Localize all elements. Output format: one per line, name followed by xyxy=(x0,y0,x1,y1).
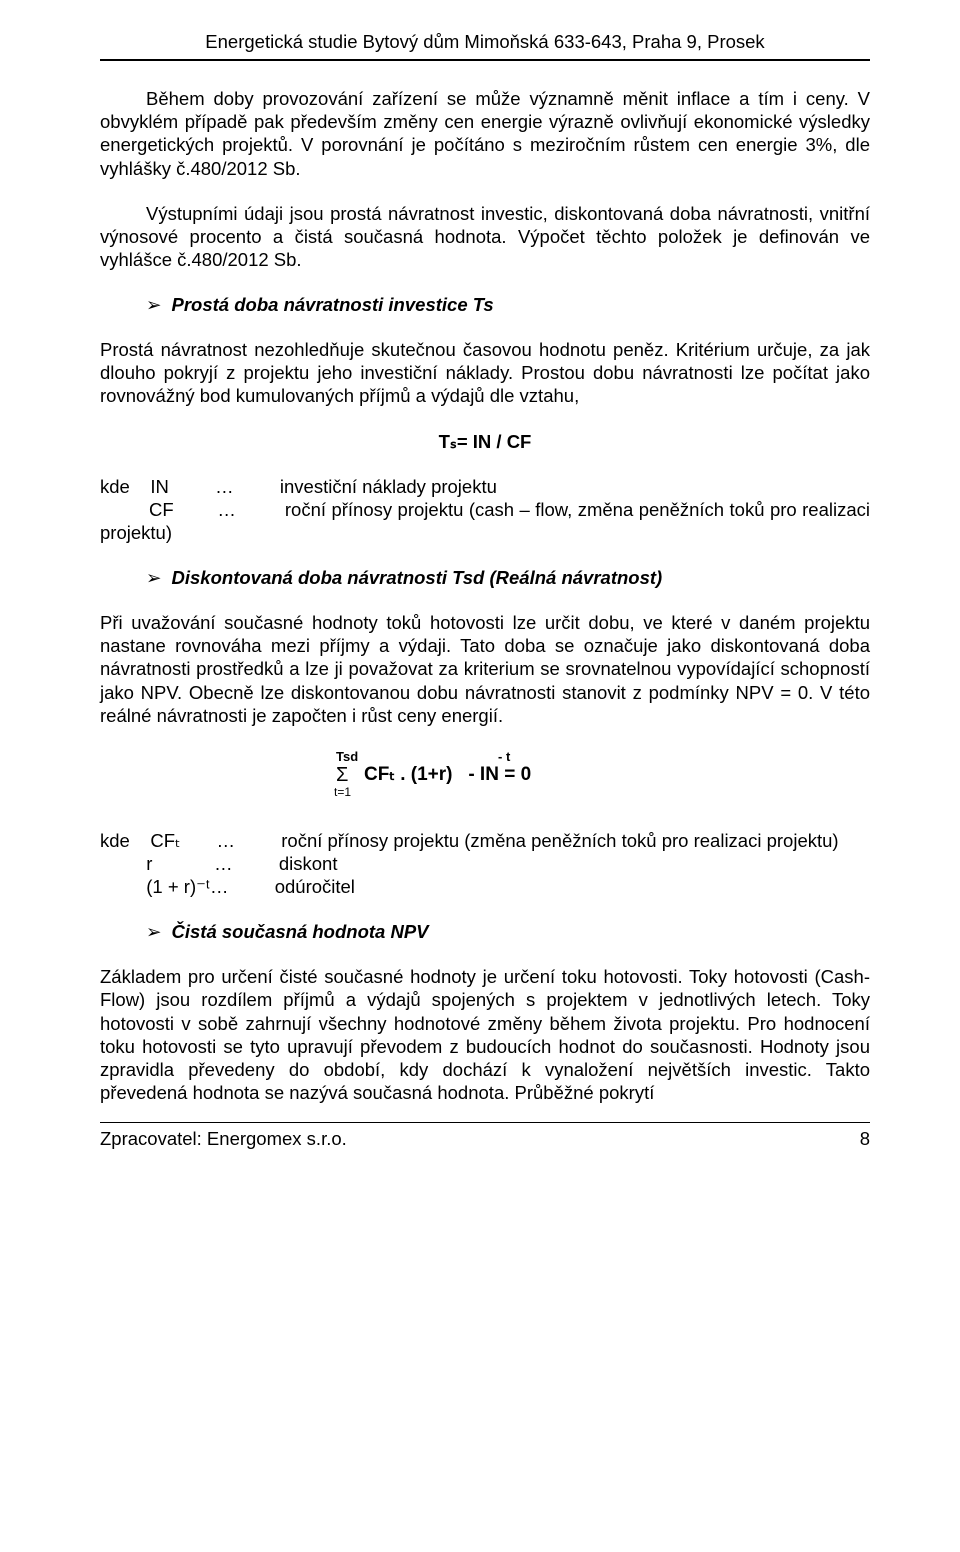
bullet-icon: ➢ xyxy=(146,566,162,589)
section-1-para: Prostá návratnost nezohledňuje skutečnou… xyxy=(100,338,870,407)
footer-page-number: 8 xyxy=(860,1127,870,1150)
where-in: kde IN … investiční náklady projektu xyxy=(100,475,870,498)
footer-author: Zpracovatel: Energomex s.r.o. xyxy=(100,1127,347,1150)
section-2-para: Při uvažování současné hodnoty toků hoto… xyxy=(100,611,870,727)
bullet-icon: ➢ xyxy=(146,293,162,316)
section-1-title: Prostá doba návratnosti investice Ts xyxy=(172,293,494,316)
section-1-where: kde IN … investiční náklady projektu CF … xyxy=(100,475,870,544)
bullet-icon: ➢ xyxy=(146,920,162,943)
section-2-title: Diskontovaná doba návratnosti Tsd (Reáln… xyxy=(172,566,663,589)
section-1-heading: ➢ Prostá doba návratnosti investice Ts xyxy=(100,293,870,316)
where-diskont: r … diskont xyxy=(100,852,870,875)
footer-rule xyxy=(100,1122,870,1123)
section-3-para: Základem pro určení čisté současné hodno… xyxy=(100,965,870,1104)
where-cf: CF … roční přínosy projektu (cash – flow… xyxy=(100,498,870,544)
section-1-formula: Tₛ= IN / CF xyxy=(100,430,870,453)
page-header: Energetická studie Bytový dům Mimoňská 6… xyxy=(100,30,870,53)
formula-body: CFₜ . (1+r) - IN = 0 xyxy=(364,763,531,787)
intro-para-1: Během doby provozování zařízení se může … xyxy=(100,87,870,180)
formula-bottom: t=1 xyxy=(334,785,351,800)
where-cft: kde CFₜ … roční přínosy projektu (změna … xyxy=(100,829,870,852)
section-3-heading: ➢ Čistá současná hodnota NPV xyxy=(100,920,870,943)
section-2-formula: Tsd Σ t=1 - t CFₜ . (1+r) - IN = 0 xyxy=(320,749,650,807)
intro-para-2: Výstupními údaji jsou prostá návratnost … xyxy=(100,202,870,271)
where-odurocitel: (1 + r)⁻ᵗ… odúročitel xyxy=(100,875,870,898)
section-2-where: kde CFₜ … roční přínosy projektu (změna … xyxy=(100,829,870,898)
section-3-title: Čistá současná hodnota NPV xyxy=(172,920,429,943)
section-2-heading: ➢ Diskontovaná doba návratnosti Tsd (Reá… xyxy=(100,566,870,589)
header-rule xyxy=(100,59,870,61)
